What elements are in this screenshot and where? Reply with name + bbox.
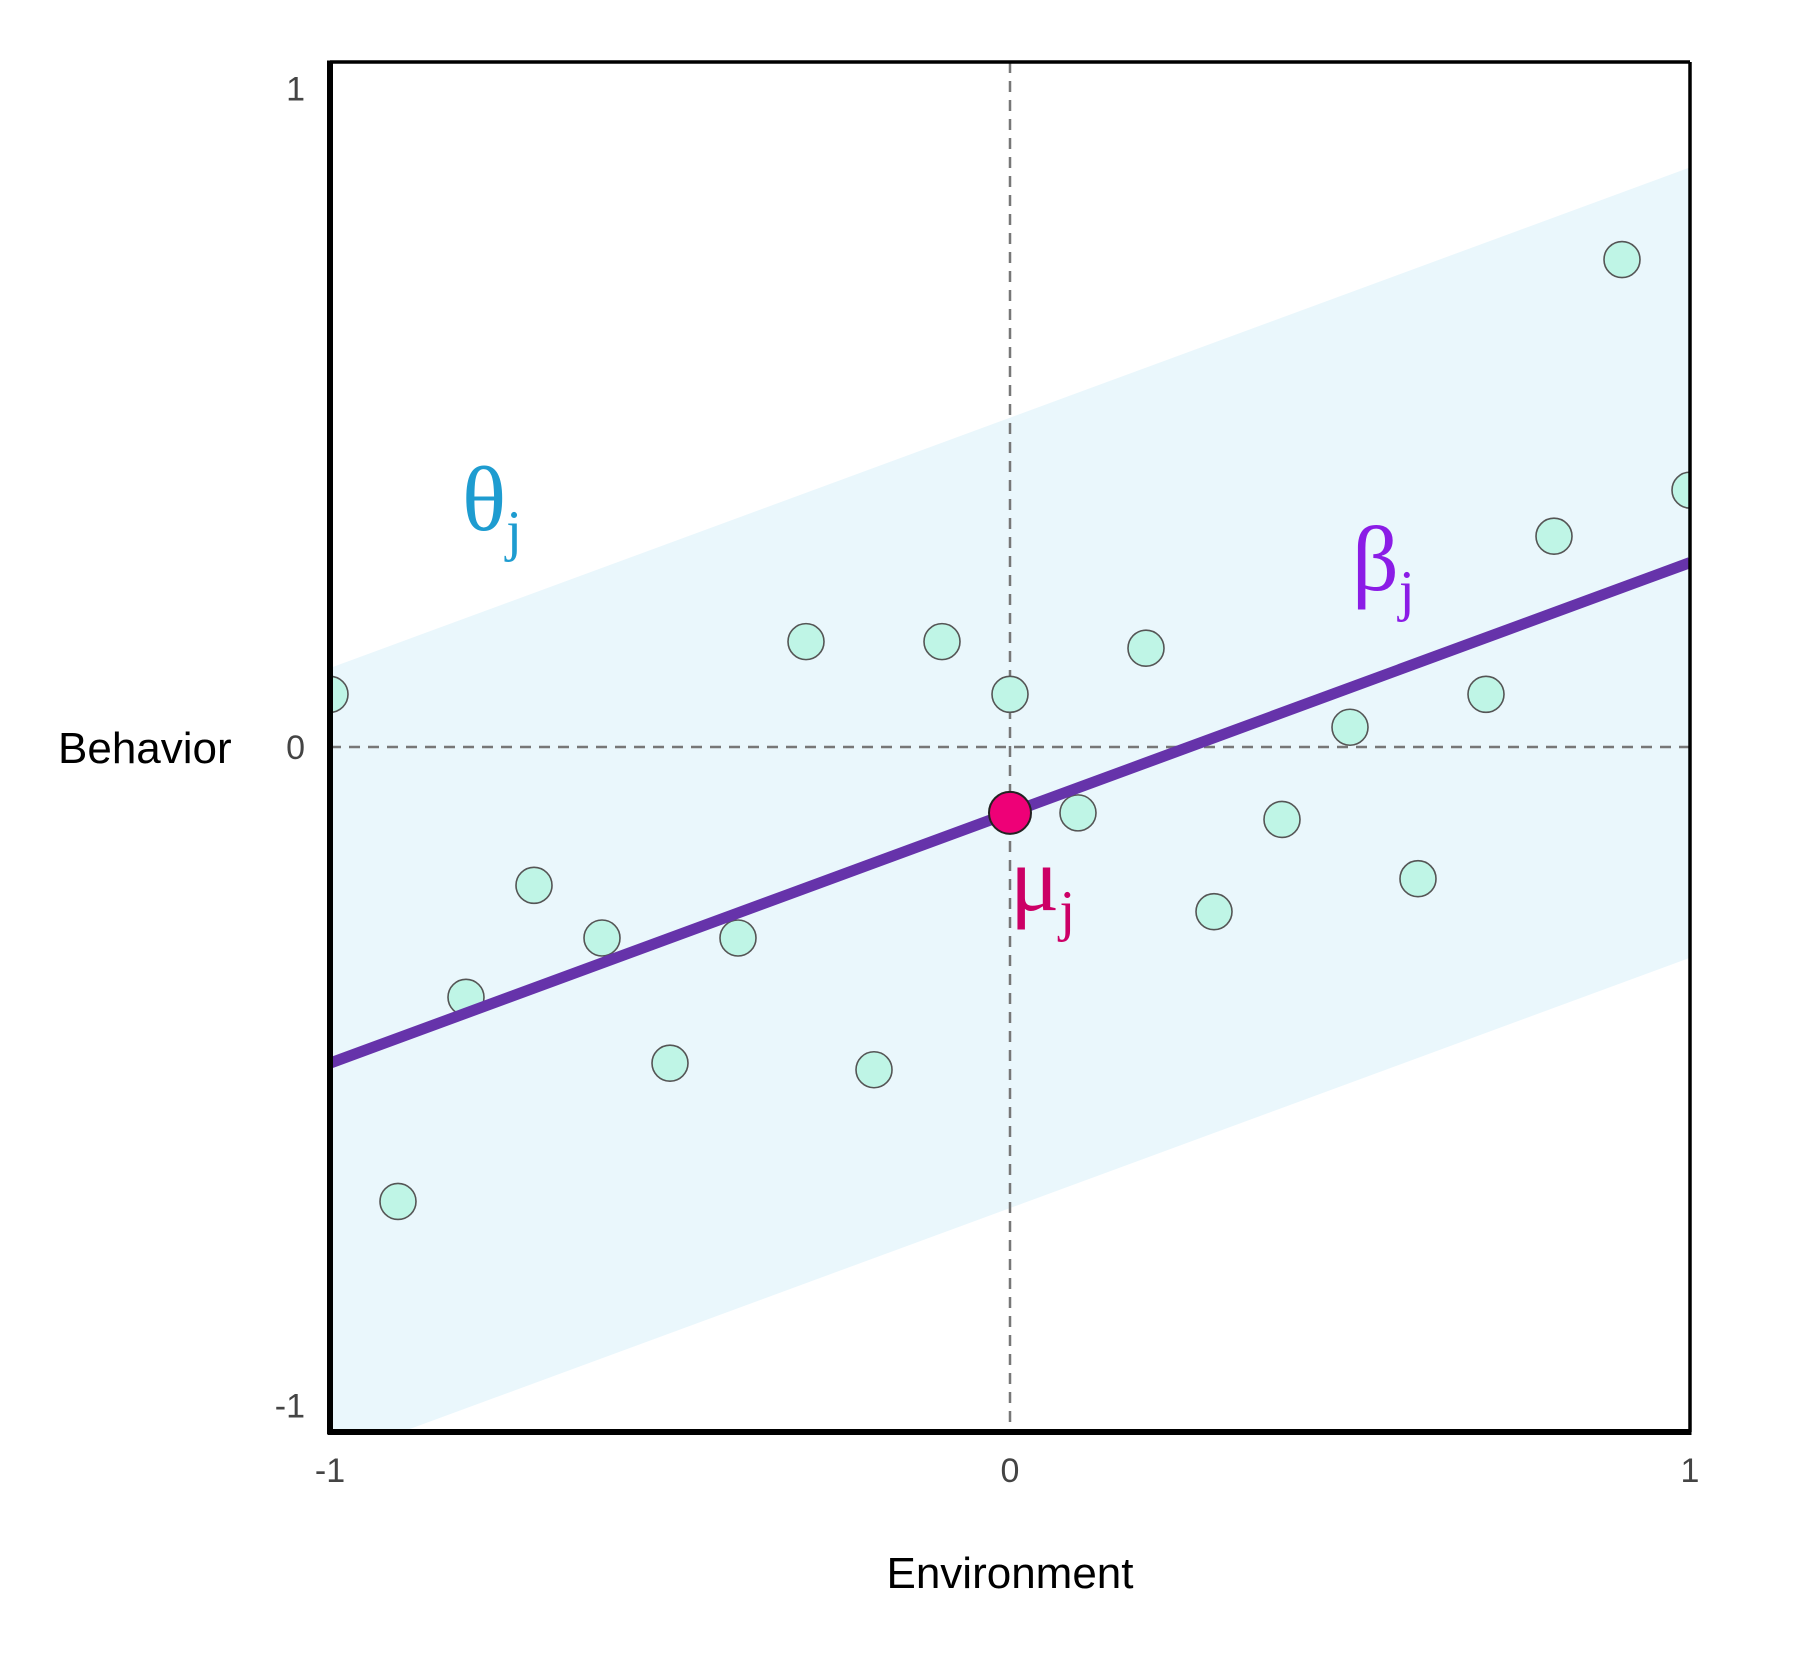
- data-point: [1195, 892, 1233, 931]
- data-point: [583, 919, 621, 957]
- data-point: [787, 622, 825, 661]
- data-point: [923, 622, 961, 661]
- data-point: [330, 675, 349, 714]
- data-point: [651, 1044, 689, 1082]
- data-point: [379, 1182, 417, 1221]
- mu-label-symbol: μ: [1010, 828, 1059, 930]
- data-point: [1399, 859, 1437, 898]
- data-point: [1059, 794, 1097, 832]
- theta-label-symbol: θ: [462, 448, 506, 550]
- data-point: [991, 675, 1029, 714]
- data-point: [1535, 517, 1573, 556]
- y-axis-title: Behavior: [58, 724, 232, 773]
- beta-label-symbol: β: [1352, 508, 1399, 610]
- x-axis-title: Environment: [886, 1549, 1133, 1598]
- intercept-point: [988, 790, 1032, 835]
- beta-label: βj: [1352, 508, 1415, 623]
- data-point: [515, 866, 553, 905]
- data-point: [1603, 240, 1641, 279]
- data-point: [1331, 708, 1369, 747]
- mu-label: μj: [1010, 828, 1075, 943]
- y-tick-label: 0: [286, 729, 305, 767]
- x-tick-label: -1: [315, 1452, 345, 1490]
- data-point: [719, 919, 757, 957]
- data-point: [1467, 675, 1505, 714]
- x-tick-label: 1: [1681, 1452, 1700, 1490]
- y-tick-label: -1: [275, 1388, 305, 1426]
- mu-label-subscript: j: [1057, 880, 1075, 943]
- y-tick-label: 1: [286, 70, 305, 108]
- beta-label-subscript: j: [1397, 560, 1415, 623]
- data-point: [1671, 471, 1690, 509]
- theta-label: θj: [462, 448, 522, 563]
- x-tick-label: 0: [1001, 1452, 1020, 1490]
- theta-label-subscript: j: [504, 500, 522, 563]
- data-point: [1263, 800, 1301, 839]
- data-point: [1127, 629, 1165, 668]
- data-point: [855, 1050, 893, 1089]
